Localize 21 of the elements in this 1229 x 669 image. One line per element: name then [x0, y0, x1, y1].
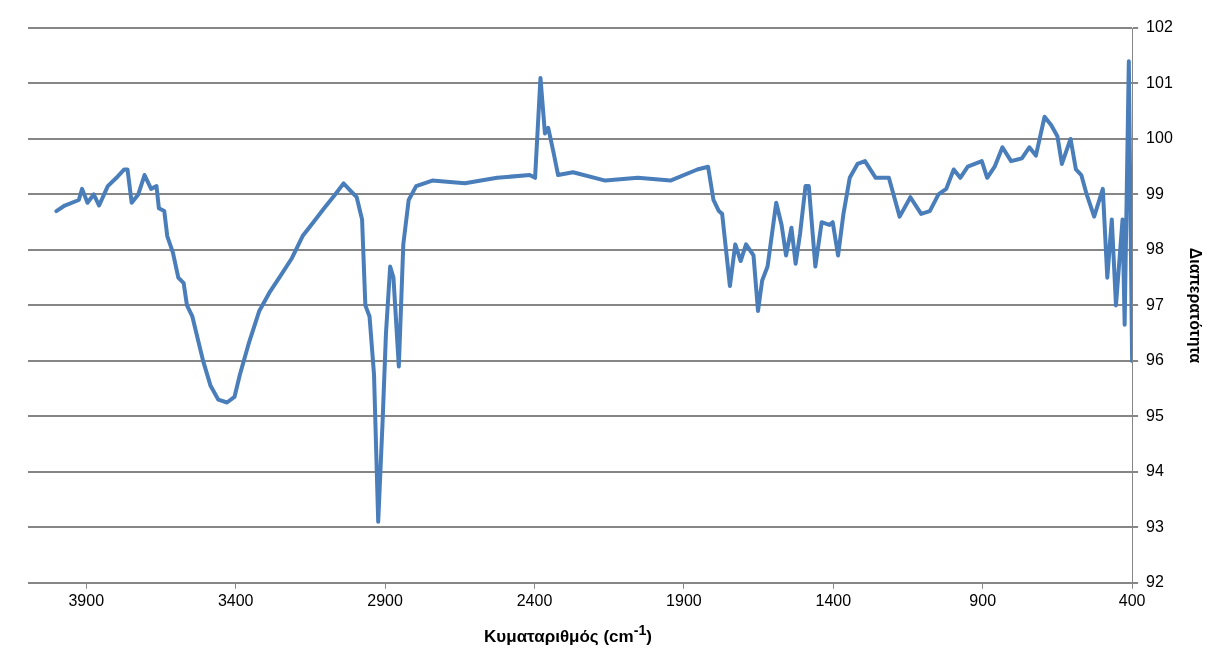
y-tick-label: 95 — [1146, 406, 1164, 424]
x-tick-label: 3900 — [68, 591, 105, 609]
x-tick-label: 2400 — [516, 591, 553, 609]
y-tick-label: 96 — [1146, 351, 1164, 369]
y-tick-label: 93 — [1146, 517, 1164, 535]
x-tick-label: 2900 — [367, 591, 403, 609]
y-tick-label: 98 — [1146, 240, 1164, 258]
y-tick-label: 97 — [1146, 295, 1164, 313]
x-tick-label: 900 — [969, 591, 997, 609]
y-tick-label: 100 — [1146, 129, 1173, 147]
y-tick-label: 101 — [1146, 73, 1173, 91]
y-axis-title: Διαπερατότητα — [1186, 247, 1204, 364]
x-tick-label: 1900 — [666, 591, 702, 609]
x-tick-label: 3400 — [217, 591, 254, 609]
x-axis-title: Κυματαριθμός (cm$^{-1}$) — [483, 622, 653, 647]
x-tick-label: 400 — [1118, 591, 1146, 609]
y-tick-label: 92 — [1146, 573, 1164, 591]
x-tick-label: 1400 — [815, 591, 852, 609]
y-tick-label: 99 — [1146, 184, 1164, 202]
y-tick-label: 94 — [1146, 462, 1164, 480]
y-tick-label: 102 — [1146, 18, 1173, 36]
